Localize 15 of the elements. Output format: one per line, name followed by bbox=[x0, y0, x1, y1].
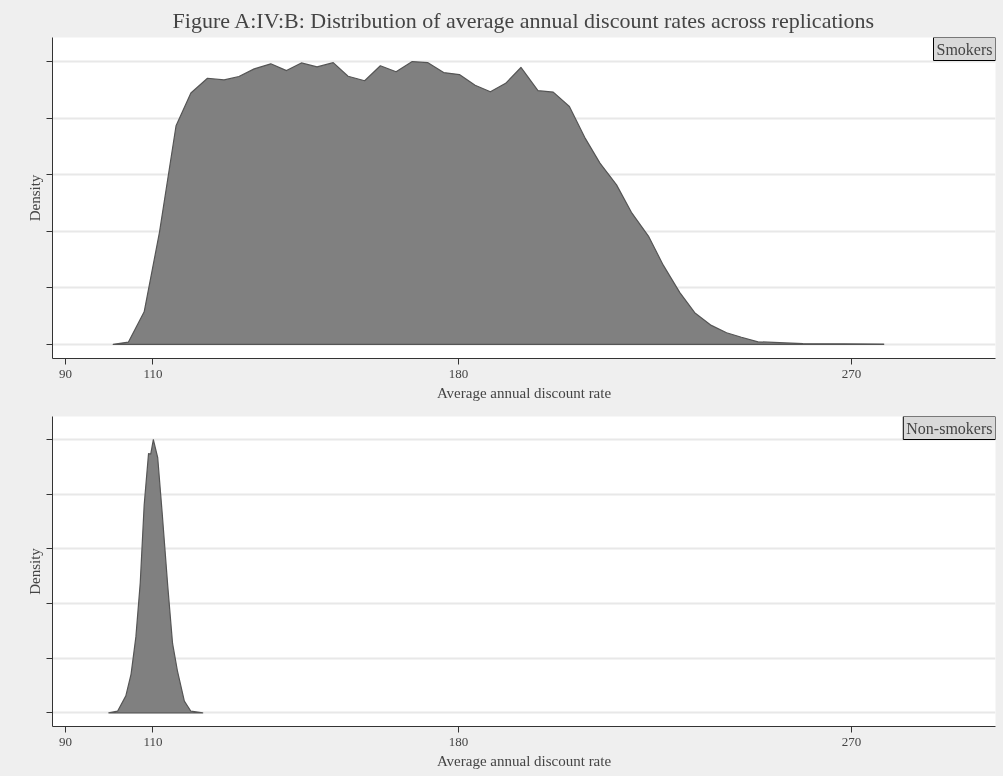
x-axis-title: Average annual discount rate bbox=[436, 752, 612, 769]
x-tick-label: 270 bbox=[841, 733, 862, 749]
text: Smokers bbox=[936, 40, 993, 58]
text: Non-smokers bbox=[906, 419, 993, 437]
chart-title: Figure A:IV:B: Distribution of average annual discount rates across replications bbox=[172, 7, 875, 33]
y-axis-title: Density bbox=[26, 547, 43, 595]
x-tick-label: 110 bbox=[143, 365, 163, 381]
x-axis-title: Average annual discount rate bbox=[436, 384, 612, 401]
x-tick-label: 180 bbox=[448, 365, 469, 381]
x-tick-label: 90 bbox=[59, 365, 73, 381]
x-tick-label: 110 bbox=[143, 733, 163, 749]
x-tick-label: 90 bbox=[59, 733, 73, 749]
x-tick-label: 180 bbox=[448, 733, 469, 749]
x-tick-label: 270 bbox=[841, 365, 862, 381]
y-axis-title: Density bbox=[26, 174, 43, 222]
